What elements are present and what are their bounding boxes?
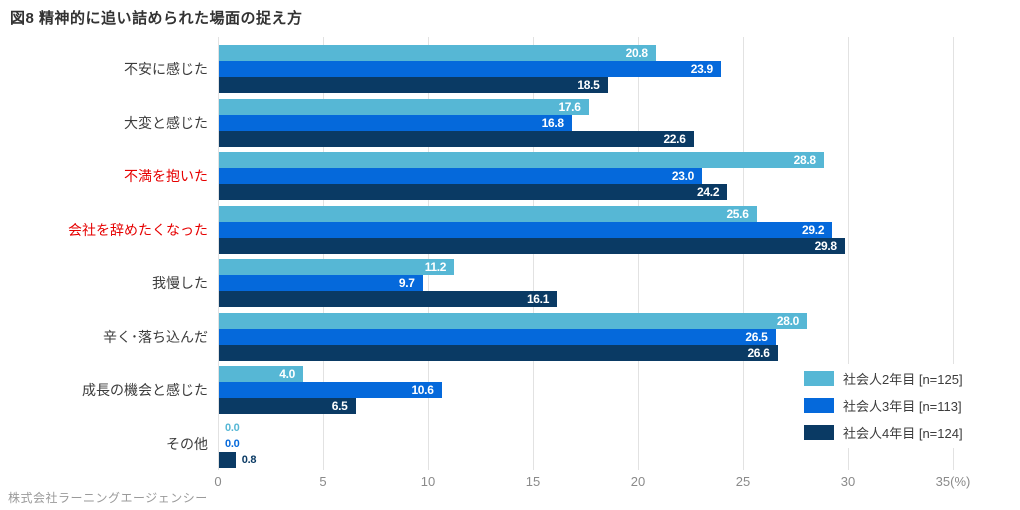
- plot-area: 20.8 23.9 18.5 17.6 16.8 22.6 28.8 23.0 24.2 25.6…: [217, 37, 955, 470]
- bar-value-label: 28.8: [793, 153, 816, 167]
- legend-row: 社会人4年目 [n=124]: [804, 424, 963, 441]
- bar-value-label: 0.0: [225, 421, 240, 434]
- bar-value-label: 16.1: [526, 292, 550, 306]
- bar-value-label: 17.6: [558, 99, 581, 114]
- bar: [219, 114, 572, 131]
- x-tick-label: 30: [840, 474, 856, 489]
- bar-value-label: 4.0: [279, 367, 295, 381]
- bar-value-label: 10.6: [411, 383, 434, 397]
- category-label: 不安に感じた: [124, 61, 208, 77]
- bar-value-label: 23.9: [690, 62, 713, 76]
- bar-value-label: 6.5: [331, 399, 348, 413]
- bar-value-label: 23.0: [671, 169, 694, 183]
- source-credit: 株式会社ラーニングエージェンシー: [8, 491, 208, 505]
- x-tick-label: 10: [420, 474, 436, 489]
- bar: [219, 451, 236, 468]
- gridline: [637, 37, 639, 470]
- bar: [219, 130, 694, 147]
- gridline: [322, 37, 324, 470]
- bar-value-label: 24.2: [697, 185, 720, 199]
- bar: [219, 275, 423, 291]
- x-tick-label: 5: [319, 474, 327, 489]
- category-label: その他: [166, 435, 208, 452]
- x-tick-label: 15: [525, 474, 541, 489]
- bar: [219, 221, 833, 238]
- bar-value-label: 18.5: [577, 78, 600, 92]
- bar-value-label: 22.6: [663, 131, 686, 146]
- bar: [219, 259, 455, 275]
- bar-value-label: 26.6: [747, 345, 770, 360]
- bar: [219, 61, 721, 77]
- gridline: [952, 37, 954, 470]
- gridline: [847, 37, 849, 470]
- legend-row: 社会人2年目 [n=125]: [804, 370, 963, 387]
- legend: 社会人2年目 [n=125] 社会人3年目 [n=113] 社会人4年目 [n=12…: [796, 364, 975, 448]
- category-label: 不満を抱いた: [124, 168, 208, 184]
- bar: [219, 291, 558, 307]
- bar-value-label: 20.8: [625, 46, 648, 60]
- bar: [219, 382, 442, 398]
- legend-swatch: [804, 424, 834, 440]
- x-tick-label: 20: [630, 474, 646, 489]
- bar: [219, 98, 589, 115]
- bar: [219, 344, 778, 361]
- bar-value-label: 16.8: [541, 115, 564, 130]
- x-tick-label: 0: [214, 474, 222, 489]
- gridline: [427, 37, 429, 470]
- bar-value-label: 11.2: [424, 260, 447, 274]
- x-tick-label: 35(%): [935, 474, 971, 489]
- bar-value-label: 29.2: [802, 222, 825, 237]
- category-label: 大変と感じた: [124, 114, 208, 131]
- x-tick-label: 25: [735, 474, 751, 489]
- bar-value-label: 26.5: [745, 329, 768, 344]
- category-label: 会社を辞めたくなった: [68, 221, 208, 238]
- bar-value-label: 25.6: [726, 206, 749, 221]
- legend-label: 社会人3年目 [n=113]: [843, 398, 962, 414]
- legend-label: 社会人4年目 [n=124]: [843, 425, 963, 441]
- chart-title: 図8 精神的に追い詰められた場面の捉え方: [10, 10, 303, 27]
- gridline: [217, 37, 219, 470]
- bar: [219, 237, 845, 254]
- bar: [219, 168, 702, 184]
- bar-value-label: 9.7: [398, 276, 415, 290]
- category-label: 我慢した: [152, 275, 208, 291]
- legend-row: 社会人3年目 [n=113]: [804, 397, 963, 414]
- bar: [219, 312, 807, 329]
- gridline: [742, 37, 744, 470]
- bar-value-label: 29.8: [814, 238, 837, 253]
- bar: [219, 184, 728, 200]
- legend-swatch: [804, 370, 834, 386]
- bar: [219, 366, 303, 382]
- bar-value-label: 0.8: [241, 453, 257, 466]
- legend-label: 社会人2年目 [n=125]: [843, 371, 963, 387]
- bar: [219, 398, 356, 414]
- bar: [219, 152, 824, 168]
- gridline: [532, 37, 534, 470]
- category-label: 成長の機会と感じた: [82, 382, 208, 398]
- bar: [219, 77, 608, 93]
- category-label: 辛く･落ち込んだ: [103, 328, 208, 345]
- bar: [219, 205, 757, 222]
- bar: [219, 45, 656, 61]
- bar-value-label: 0.0: [225, 437, 240, 450]
- legend-swatch: [804, 397, 834, 413]
- bar: [219, 328, 776, 345]
- bar-value-label: 28.0: [776, 313, 799, 328]
